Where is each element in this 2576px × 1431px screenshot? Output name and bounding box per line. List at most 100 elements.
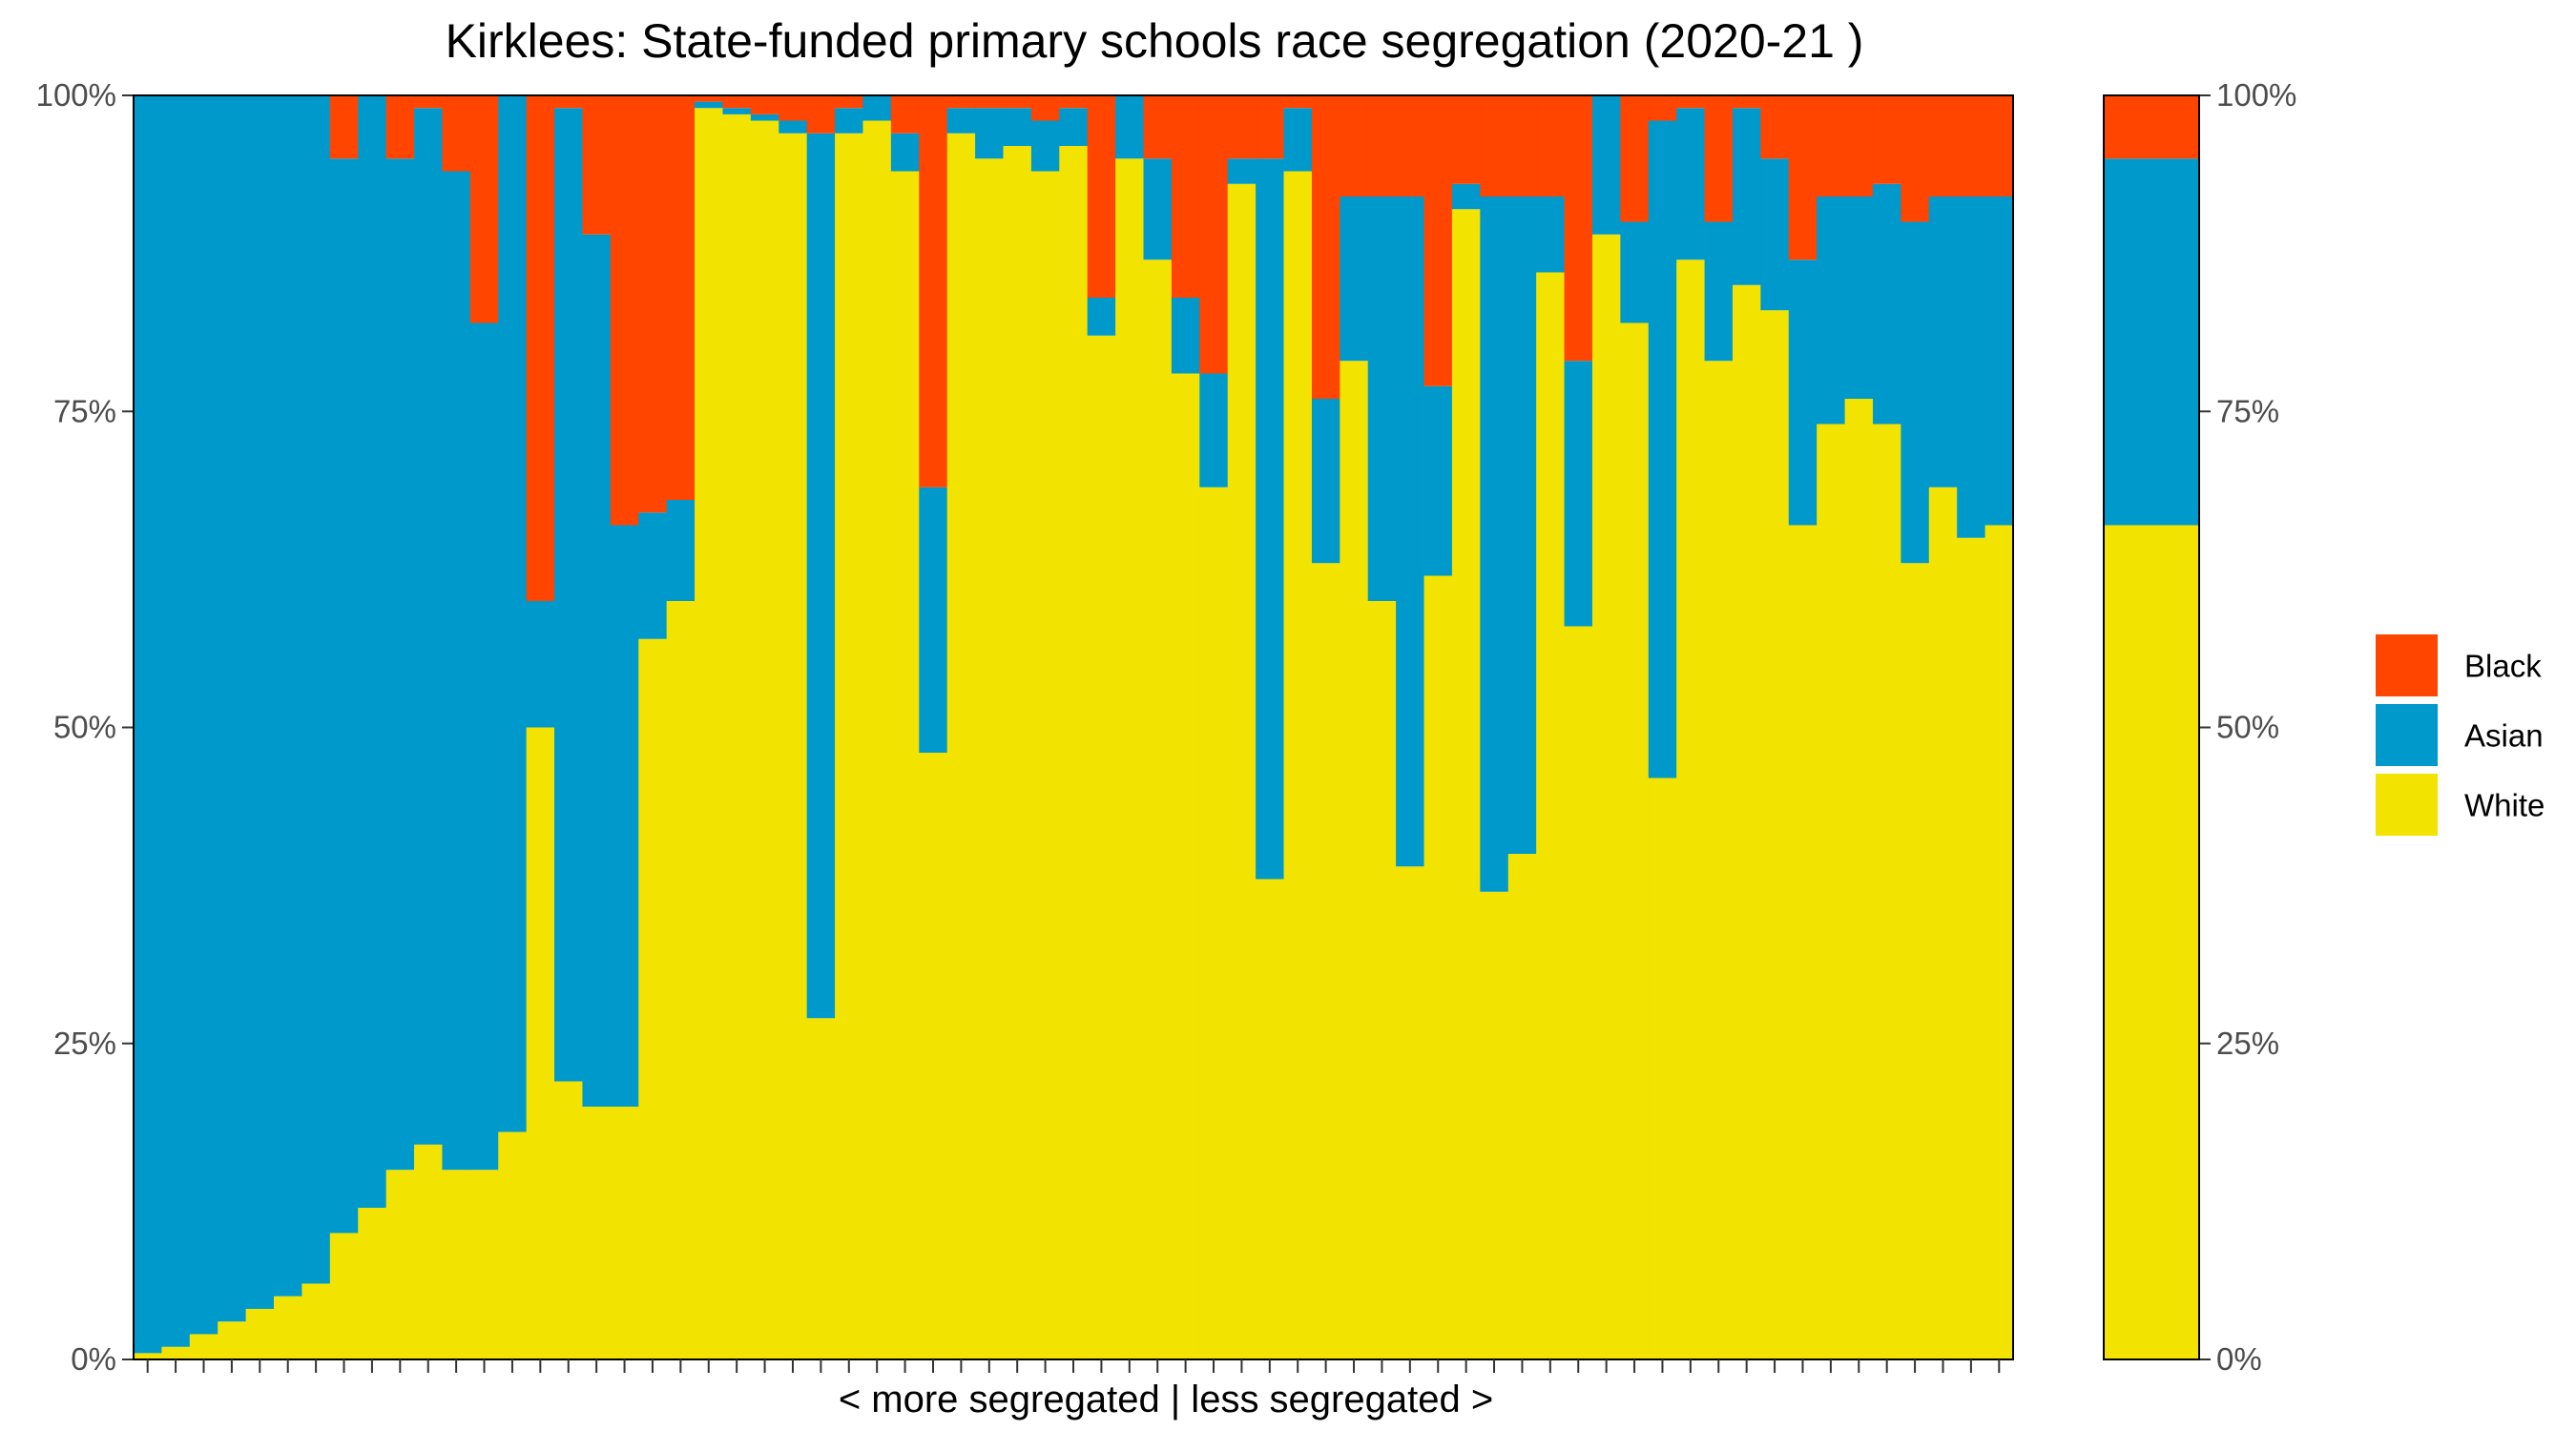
left-y-tick-label: 0% [71, 1341, 116, 1377]
bar-white-1 [161, 1346, 191, 1359]
bar-white-17 [610, 1107, 639, 1359]
bar-black-36 [1143, 95, 1173, 159]
bar-asian-40 [1256, 158, 1284, 880]
bar-black-61 [1844, 95, 1874, 197]
bar-black-49 [1507, 95, 1537, 197]
bar-black-23 [779, 95, 808, 121]
right-y-tick-label: 75% [2216, 393, 2279, 428]
legend-label-black: Black [2464, 649, 2542, 684]
bar-black-18 [638, 95, 668, 513]
bar-asian-32 [1030, 120, 1060, 172]
bar-asian-56 [1704, 221, 1734, 362]
bar-asian-41 [1283, 108, 1313, 172]
bar-asian-46 [1423, 385, 1453, 576]
legend: Black Asian White [2376, 634, 2545, 836]
bar-asian-38 [1199, 373, 1229, 487]
bar-white-19 [666, 601, 696, 1359]
bar-asian-24 [806, 133, 836, 1019]
bar-white-58 [1760, 310, 1790, 1359]
bar-black-29 [946, 95, 976, 109]
bar-black-58 [1760, 95, 1790, 159]
bar-asian-5 [274, 95, 302, 1296]
bar-asian-58 [1760, 158, 1790, 311]
bar-asian-45 [1396, 197, 1424, 867]
bar-white-60 [1817, 424, 1845, 1359]
bar-white-37 [1171, 373, 1200, 1359]
bar-white-6 [301, 1283, 331, 1359]
legend-key-black [2376, 634, 2438, 696]
bar-white-33 [1059, 146, 1089, 1359]
bar-white-18 [638, 638, 668, 1359]
bar-black-44 [1367, 95, 1397, 197]
bar-black-11 [442, 95, 471, 172]
bar-black-43 [1340, 95, 1369, 197]
bar-black-14 [526, 95, 555, 601]
bar-white-0 [134, 1353, 162, 1360]
bar-black-17 [610, 95, 639, 526]
bar-asian-19 [666, 500, 696, 601]
bar-asian-10 [414, 108, 443, 1145]
left-y-tick-label: 25% [53, 1026, 116, 1061]
bar-white-25 [835, 133, 863, 1359]
bar-white-23 [779, 133, 808, 1359]
summary-panel-border [2103, 94, 2200, 1360]
bar-white-62 [1872, 424, 1901, 1359]
bar-asian-29 [946, 108, 976, 134]
bar-white-65 [1957, 537, 1985, 1359]
bar-asian-62 [1872, 183, 1901, 425]
bar-asian-21 [722, 108, 752, 114]
bar-white-64 [1928, 487, 1958, 1359]
bar-black-42 [1311, 95, 1340, 399]
bar-asian-0 [134, 95, 162, 1354]
bar-white-8 [358, 1208, 387, 1359]
bar-black-57 [1732, 95, 1761, 109]
bar-asian-66 [1984, 197, 2014, 526]
bar-white-22 [750, 120, 779, 1359]
left-y-tick-label: 50% [53, 710, 116, 745]
bar-black-63 [1901, 95, 1930, 222]
bar-asian-63 [1901, 221, 1930, 564]
right-y-tick-label: 50% [2216, 710, 2279, 745]
bar-asian-1 [161, 95, 191, 1347]
bar-black-33 [1059, 95, 1089, 109]
bar-black-12 [469, 95, 499, 323]
bar-black-47 [1451, 95, 1481, 184]
right-y-tick-label: 25% [2216, 1026, 2279, 1061]
bar-white-15 [554, 1081, 583, 1359]
bar-white-36 [1143, 259, 1173, 1359]
bar-black-19 [666, 95, 696, 500]
bar-black-41 [1283, 95, 1313, 109]
bar-white-10 [414, 1144, 443, 1359]
bar-white-2 [189, 1334, 218, 1359]
right-y-tick-label: 0% [2216, 1341, 2262, 1377]
bar-white-61 [1844, 399, 1874, 1359]
bar-black-46 [1423, 95, 1453, 386]
bar-black-22 [750, 95, 779, 114]
school-bars [134, 95, 2014, 1360]
bar-black-15 [554, 95, 583, 109]
bar-white-24 [806, 1018, 836, 1359]
bar-asian-25 [835, 108, 863, 134]
bar-asian-2 [189, 95, 218, 1335]
bar-asian-33 [1059, 108, 1089, 146]
bar-black-20 [695, 95, 723, 102]
bar-asian-59 [1788, 259, 1818, 526]
bar-black-25 [835, 95, 863, 109]
x-axis-title: < more segregated | less segregated > [839, 1379, 1493, 1421]
summary-bar-group [2104, 95, 2199, 1359]
bar-white-42 [1311, 563, 1340, 1359]
bar-asian-34 [1087, 298, 1116, 336]
bar-asian-36 [1143, 158, 1173, 260]
bar-asian-17 [610, 525, 639, 1107]
bar-white-5 [274, 1296, 302, 1359]
bar-black-39 [1227, 95, 1257, 159]
bar-white-34 [1087, 335, 1116, 1359]
bar-white-48 [1480, 891, 1509, 1359]
bar-white-57 [1732, 284, 1761, 1359]
bar-asian-51 [1564, 361, 1593, 627]
bar-asian-47 [1451, 183, 1481, 210]
bar-black-56 [1704, 95, 1734, 222]
bar-black-32 [1030, 95, 1060, 121]
right-y-tick-label: 100% [2216, 77, 2296, 113]
bar-black-60 [1817, 95, 1845, 197]
